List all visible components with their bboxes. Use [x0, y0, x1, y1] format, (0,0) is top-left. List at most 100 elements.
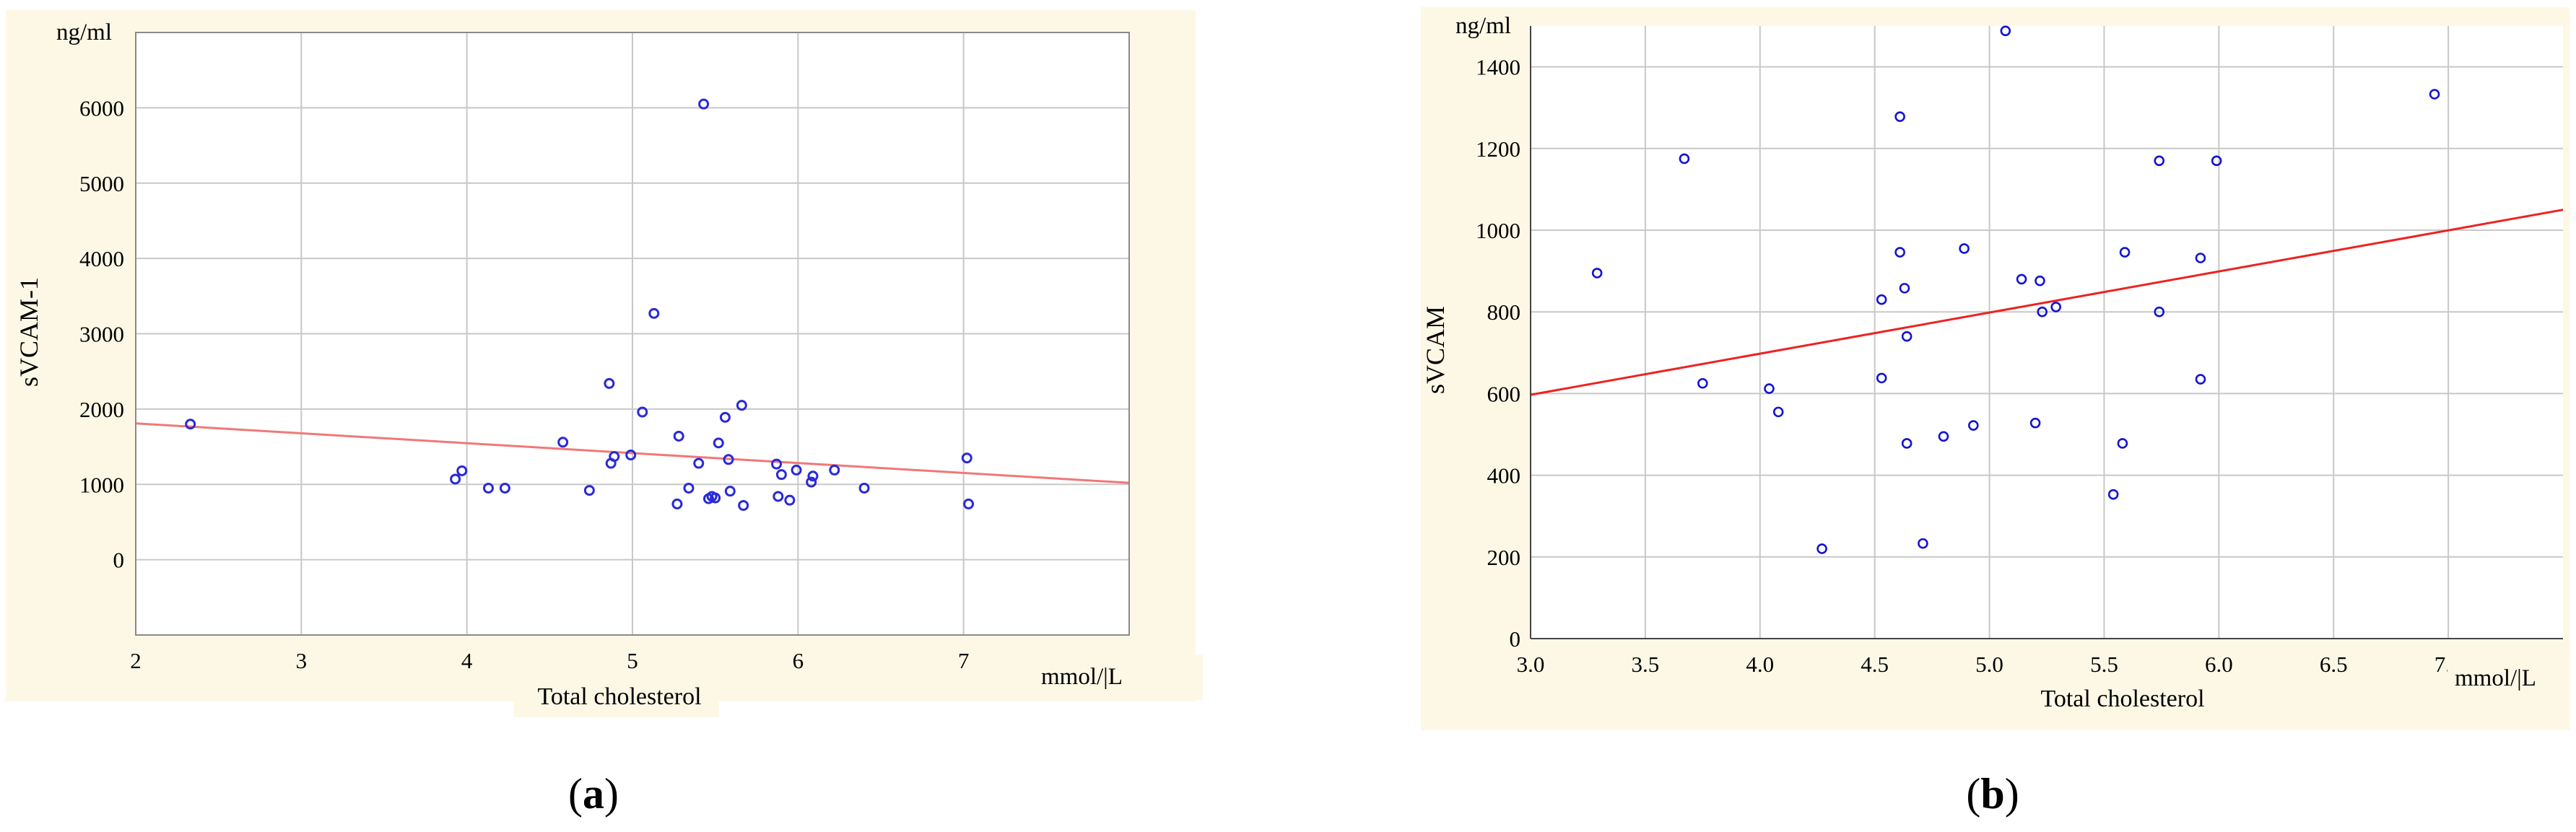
chart-b-data-point	[2016, 273, 2027, 285]
chart-b-x-tick-label: 3.0	[1517, 652, 1545, 677]
chart-a-x-unit-bg	[1032, 655, 1203, 700]
chart-a-y-tick-label: 5000	[79, 171, 124, 196]
chart-a-data-point	[683, 482, 695, 494]
chart-a-data-point	[673, 430, 684, 442]
chart-a-data-point	[557, 437, 569, 448]
chart-b-x-tick-label: 6.5	[2320, 652, 2348, 677]
chart-a-data-point	[450, 473, 461, 485]
chart-a-y-tick-label: 6000	[79, 95, 124, 121]
chart-a-x-unit: mmol/|L	[1041, 664, 1123, 690]
chart-b-x-tick-label: 3.5	[1632, 652, 1660, 677]
chart-b-data-point	[2119, 247, 2131, 258]
chart-b-x-unit: mmol/|L	[2455, 665, 2536, 691]
chart-a-y-axis-title: sVCAM-1	[14, 277, 43, 387]
chart-b-data-point	[2035, 275, 2045, 286]
chart-a-data-point	[723, 454, 734, 465]
chart-a-data-point	[961, 452, 972, 464]
chart-a-x-tick-label: 6	[793, 648, 804, 673]
chart-a-fit-line	[135, 422, 1130, 484]
chart-b-data-point	[1772, 406, 1784, 418]
chart-b-data-point	[2107, 489, 2119, 500]
chart-a-data-point	[784, 494, 796, 506]
chart-a-data-point	[771, 458, 783, 470]
chart-b-data-point	[1901, 438, 1913, 449]
chart-b-y-tick-label: 200	[1487, 545, 1521, 570]
chart-a-y-tick-label: 2000	[79, 397, 124, 422]
chart-b-data-point	[2029, 417, 2041, 429]
chart-a-panel-label: (a)	[568, 770, 619, 818]
chart-a-data-point	[185, 419, 196, 430]
chart-b-data-point	[1876, 294, 1887, 305]
chart-b-y-tick-label: 1400	[1476, 55, 1520, 80]
chart-a-data-point	[724, 486, 736, 497]
chart-b-data-point	[2195, 374, 2206, 385]
chart-b-data-point	[2037, 306, 2048, 318]
chart-b-data-point	[1968, 420, 1979, 431]
chart-a-data-point	[713, 437, 724, 449]
chart-a-data-point	[637, 406, 648, 418]
chart-a-y-tick-label: 0	[113, 548, 125, 573]
chart-b-data-point	[1938, 431, 1949, 442]
chart-b-data-point	[1591, 268, 1603, 279]
chart-b-points	[1591, 25, 2440, 554]
chart-b: 3.03.54.04.55.05.56.06.57.0 020040060080…	[1421, 7, 2570, 818]
chart-a-data-point	[791, 464, 802, 476]
chart-b-y-tick-label: 1200	[1476, 136, 1520, 162]
chart-b-y-axis-title: sVCAM	[1421, 306, 1450, 394]
chart-a-data-point	[693, 457, 705, 469]
chart-b-data-point	[2154, 155, 2165, 167]
chart-a-data-point	[807, 470, 819, 482]
chart-a-data-point	[482, 482, 494, 494]
chart-a-data-point	[858, 482, 870, 494]
chart-a-data-point	[609, 451, 620, 463]
chart-b-data-point	[1899, 283, 1910, 294]
chart-a-y-tick-label: 4000	[79, 246, 124, 271]
chart-b-y-tick-label: 600	[1487, 381, 1521, 406]
chart-a-data-point	[648, 307, 660, 319]
chart-b-panel-label: (b)	[1966, 770, 2019, 818]
chart-a-data-point	[736, 400, 747, 411]
chart-a-plot-border	[135, 32, 1130, 636]
chart-b-data-point	[1876, 372, 1887, 384]
chart-b-plot-bg	[1531, 26, 2563, 639]
chart-b-data-point	[1697, 377, 1708, 389]
chart-a-data-point	[719, 411, 731, 423]
chart-b-y-tick-label: 1000	[1476, 218, 1520, 243]
chart-b-y-tick-labels: 0 200 400 600 800 1000 1200 1400	[1476, 55, 1520, 652]
chart-b-x-tick-label: 6.0	[2205, 652, 2233, 677]
chart-a-data-point	[806, 476, 817, 488]
chart-a-data-point	[583, 485, 595, 496]
chart-b-y-tick-label: 800	[1487, 299, 1521, 325]
chart-b-data-point	[2000, 25, 2011, 37]
chart-a-data-point	[625, 450, 637, 461]
chart-a-data-point	[710, 492, 721, 504]
chart-b-data-point	[1959, 243, 1970, 254]
chart-a-x-tick-label: 7	[958, 648, 970, 673]
chart-a-y-tick-labels: 0 1000 2000 3000 4000 5000 6000	[79, 95, 124, 572]
chart-a: 2 3 4 5 6 7 0 1000 2000 3000 4000 5000 6000 ng/ml s…	[6, 10, 1203, 818]
chart-b-data-point	[1679, 153, 1690, 165]
chart-b-data-point	[2429, 89, 2440, 100]
chart-b-y-tick-label: 400	[1487, 463, 1521, 489]
chart-a-data-point	[499, 482, 510, 494]
chart-b-data-point	[1764, 383, 1775, 394]
chart-a-data-point	[829, 464, 840, 476]
chart-a-x-tick-label: 3	[296, 648, 308, 673]
chart-b-x-title-bg	[2020, 675, 2225, 719]
chart-a-x-tick-label: 4	[461, 648, 473, 673]
chart-b-data-point	[2211, 155, 2222, 167]
chart-a-x-tick-label: 2	[130, 648, 142, 673]
chart-b-fit-line	[1530, 209, 2564, 396]
chart-b-x-tick-labels: 3.03.54.04.55.05.56.06.57.0	[1517, 652, 2463, 677]
chart-a-y-tick-label: 3000	[79, 322, 124, 347]
chart-b-fit-line-group	[1530, 209, 2564, 396]
chart-b-y-unit: ng/ml	[1455, 13, 1511, 39]
chart-b-x-unit-bg	[2447, 657, 2570, 701]
chart-b-data-point	[2154, 306, 2165, 318]
chart-b-data-point	[1918, 538, 1928, 549]
chart-a-data-point	[773, 491, 784, 502]
chart-a-y-unit: ng/ml	[56, 19, 112, 45]
chart-a-data-point	[698, 98, 710, 110]
chart-a-gridlines	[136, 32, 1129, 635]
chart-a-data-point	[963, 498, 975, 509]
